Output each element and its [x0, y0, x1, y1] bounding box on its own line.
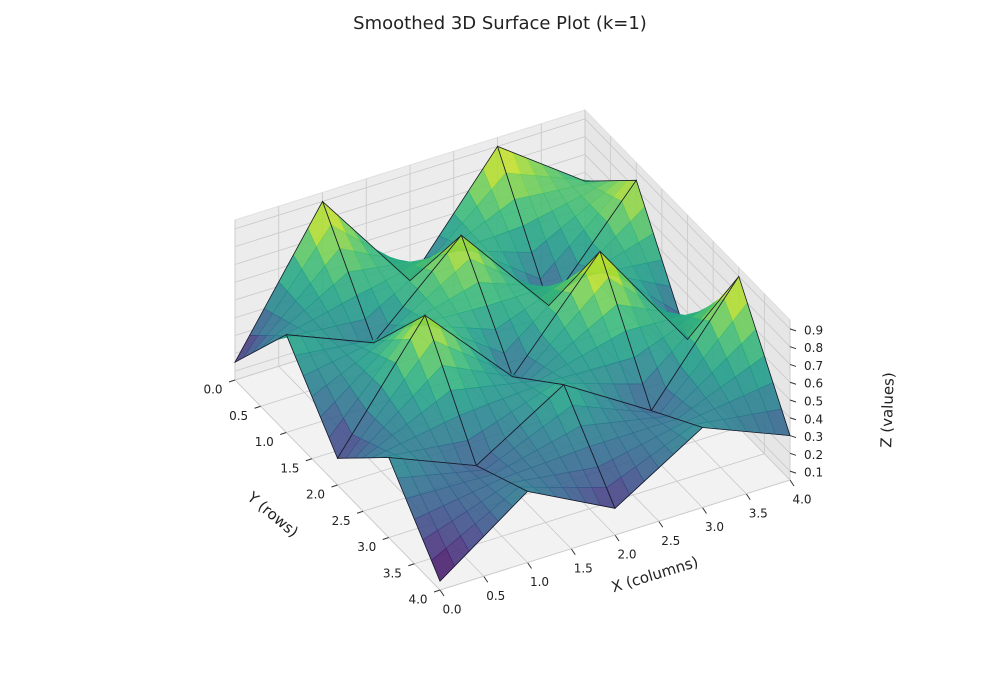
y-tick-label: 3.5	[383, 566, 402, 580]
z-tick-label: 0.2	[804, 448, 823, 462]
z-tick	[789, 417, 797, 421]
z-tick	[789, 381, 797, 385]
z-tick	[789, 435, 797, 439]
x-tick	[789, 479, 795, 487]
grid-line	[234, 136, 586, 248]
x-tick	[570, 548, 576, 556]
z-tick	[789, 470, 797, 474]
x-tick-label: 0.0	[442, 603, 461, 617]
x-tick-label: 0.5	[486, 589, 505, 603]
y-tick	[331, 484, 338, 488]
y-tick-label: 4.0	[408, 593, 427, 607]
y-tick-label: 0.5	[229, 409, 248, 423]
z-tick-label: 0.3	[804, 430, 823, 444]
x-tick-label: 4.0	[792, 493, 811, 507]
z-tick-label: 0.6	[804, 377, 823, 391]
x-tick-label: 1.0	[530, 575, 549, 589]
surface	[234, 145, 791, 582]
y-tick	[408, 563, 415, 567]
x-tick	[658, 520, 664, 528]
y-tick	[280, 432, 287, 435]
z-tick	[789, 328, 797, 332]
z-tick	[789, 363, 797, 367]
y-tick-label: 0.0	[203, 383, 222, 397]
z-tick-label: 0.7	[804, 359, 823, 373]
chart-title: Smoothed 3D Surface Plot (k=1)	[353, 13, 647, 34]
grid-line	[234, 118, 586, 230]
z-axis-label: Z (values)	[877, 372, 898, 448]
y-tick-label: 1.0	[255, 435, 274, 449]
y-tick	[382, 537, 389, 540]
x-tick-label: 3.0	[705, 520, 724, 534]
surface-cell-edge	[388, 457, 529, 582]
y-tick-label: 3.0	[357, 540, 376, 554]
y-tick	[356, 510, 364, 514]
z-tick-label: 0.4	[804, 412, 823, 426]
z-tick-label: 0.1	[804, 466, 823, 480]
x-tick-label: 2.0	[617, 548, 636, 562]
x-tick-label: 1.5	[574, 561, 593, 575]
y-tick-label: 2.0	[306, 488, 325, 502]
y-tick	[433, 589, 441, 593]
x-tick-label: 2.5	[661, 534, 680, 548]
z-tick-label: 0.8	[804, 341, 823, 355]
x-tick	[745, 493, 751, 501]
y-tick	[305, 458, 313, 462]
z-tick	[789, 452, 797, 456]
x-tick-label: 3.5	[749, 506, 768, 520]
z-tick	[789, 346, 797, 350]
y-axis-label: Y (rows)	[243, 488, 302, 541]
x-tick	[614, 534, 620, 542]
y-tick-label: 1.5	[280, 461, 299, 475]
x-tick	[483, 575, 489, 583]
y-tick	[254, 405, 261, 409]
z-tick-label: 0.5	[804, 395, 823, 409]
x-tick	[702, 507, 707, 514]
x-tick	[439, 589, 445, 597]
z-tick-label: 0.9	[804, 323, 823, 337]
z-tick	[789, 399, 797, 403]
grid-line	[439, 479, 791, 591]
x-tick	[527, 562, 532, 569]
y-tick	[228, 379, 236, 383]
grid-line	[584, 118, 791, 330]
y-tick-label: 2.5	[332, 514, 351, 528]
grid-line	[584, 136, 791, 347]
